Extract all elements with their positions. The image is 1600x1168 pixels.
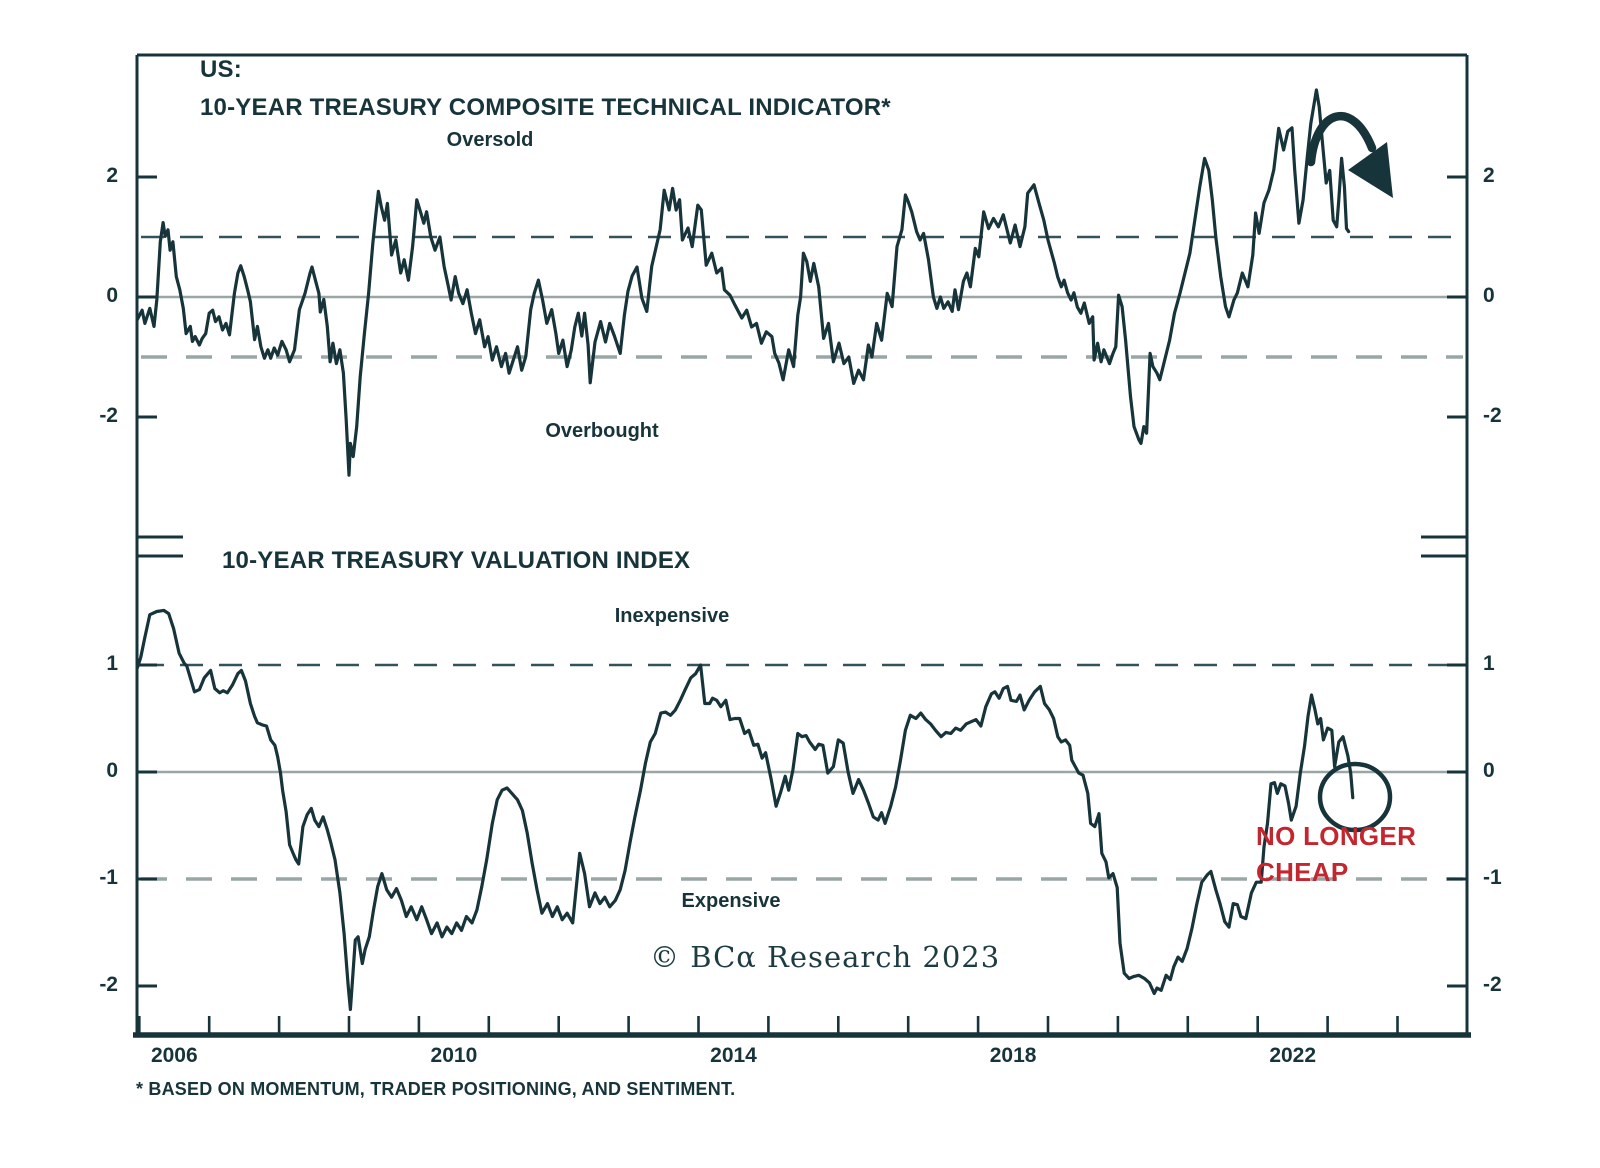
y-axis-label-left: 2 (106, 164, 118, 187)
valuation_index-line (135, 608, 1355, 1012)
top-panel-title-line1: US: (200, 56, 242, 83)
y-axis-label-right: 2 (1483, 164, 1495, 187)
circle-annotation-latest-value (1317, 761, 1393, 833)
copyright-label: © BCα Research 2023 (650, 940, 1001, 974)
x-axis-year-label: 2022 (1269, 1044, 1317, 1067)
bottom-panel-title: 10-YEAR TREASURY VALUATION INDEX (222, 547, 691, 574)
y-axis-label-right: 0 (1483, 759, 1495, 782)
inexpensive-label: Inexpensive (614, 605, 730, 627)
y-axis-label-left: 0 (106, 284, 118, 307)
composite_technical_indicator-line (135, 88, 1351, 477)
y-axis-label-left: 1 (106, 652, 118, 675)
oversold-label: Oversold (446, 129, 534, 151)
x-axis-year-label: 2006 (150, 1044, 198, 1067)
top-panel-title-line2: 10-YEAR TREASURY COMPOSITE TECHNICAL IND… (200, 94, 891, 121)
no-longer-cheap-line1: NO LONGER (1256, 821, 1417, 851)
y-axis-label-right: -1 (1483, 866, 1502, 889)
down-arrow-annotation-head (1348, 142, 1393, 198)
y-axis-label-right: 1 (1483, 652, 1495, 675)
no-longer-cheap-line2: CHEAP (1256, 857, 1349, 887)
y-axis-label-right: -2 (1483, 973, 1502, 996)
footnote: * BASED ON MOMENTUM, TRADER POSITIONING,… (136, 1079, 736, 1099)
x-axis-year-label: 2010 (430, 1044, 478, 1067)
expensive-label: Expensive (681, 890, 781, 912)
y-axis-label-right: -2 (1483, 404, 1502, 427)
down-arrow-annotation-shaft (1306, 111, 1377, 167)
y-axis-label-left: -2 (99, 973, 118, 996)
x-axis-year-label: 2014 (710, 1044, 757, 1067)
y-axis-label-left: -2 (99, 404, 118, 427)
y-axis-label-left: -1 (99, 866, 118, 889)
y-axis-label-left: 0 (106, 759, 118, 782)
y-axis-label-right: 0 (1483, 284, 1495, 307)
x-axis-year-label: 2018 (989, 1044, 1037, 1067)
overbought-label: Overbought (545, 420, 659, 442)
